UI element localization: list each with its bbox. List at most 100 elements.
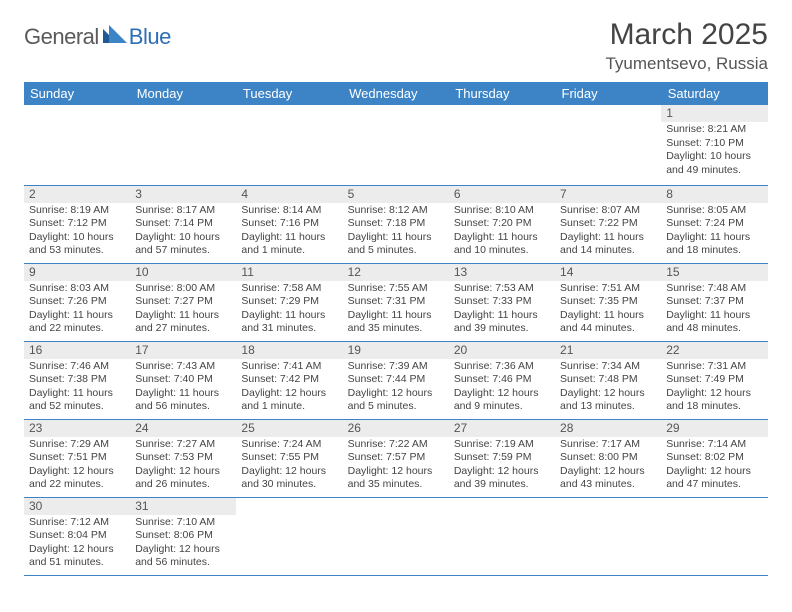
sunset-line: Sunset: 7:46 PM <box>454 373 550 386</box>
weekday-header: Saturday <box>661 82 767 105</box>
daylight-line: Daylight: 10 hours and 49 minutes. <box>666 150 762 177</box>
calendar-cell: . <box>343 497 449 575</box>
sunrise-line: Sunrise: 7:46 AM <box>29 360 125 373</box>
day-number: 21 <box>555 342 661 359</box>
day-number: 30 <box>24 498 130 515</box>
day-number: 18 <box>236 342 342 359</box>
day-number: 8 <box>661 186 767 203</box>
sunrise-line: Sunrise: 7:12 AM <box>29 516 125 529</box>
day-number: 12 <box>343 264 449 281</box>
calendar-cell: 5Sunrise: 8:12 AMSunset: 7:18 PMDaylight… <box>343 185 449 263</box>
day-number: 5 <box>343 186 449 203</box>
calendar-cell: . <box>236 105 342 185</box>
daylight-line: Daylight: 11 hours and 10 minutes. <box>454 231 550 258</box>
daylight-line: Daylight: 12 hours and 13 minutes. <box>560 387 656 414</box>
daylight-line: Daylight: 12 hours and 5 minutes. <box>348 387 444 414</box>
calendar-cell: 17Sunrise: 7:43 AMSunset: 7:40 PMDayligh… <box>130 341 236 419</box>
day-number: 17 <box>130 342 236 359</box>
calendar-cell: 7Sunrise: 8:07 AMSunset: 7:22 PMDaylight… <box>555 185 661 263</box>
sunrise-line: Sunrise: 8:12 AM <box>348 204 444 217</box>
calendar-week: 23Sunrise: 7:29 AMSunset: 7:51 PMDayligh… <box>24 419 768 497</box>
day-number: 26 <box>343 420 449 437</box>
sunrise-line: Sunrise: 7:19 AM <box>454 438 550 451</box>
sunset-line: Sunset: 7:42 PM <box>241 373 337 386</box>
calendar-cell: 24Sunrise: 7:27 AMSunset: 7:53 PMDayligh… <box>130 419 236 497</box>
calendar-cell: . <box>449 497 555 575</box>
sunrise-line: Sunrise: 8:17 AM <box>135 204 231 217</box>
calendar-cell: 18Sunrise: 7:41 AMSunset: 7:42 PMDayligh… <box>236 341 342 419</box>
calendar-cell: . <box>555 105 661 185</box>
sunrise-line: Sunrise: 7:31 AM <box>666 360 762 373</box>
day-number: 3 <box>130 186 236 203</box>
page-title: March 2025 <box>605 18 768 52</box>
sunset-line: Sunset: 7:33 PM <box>454 295 550 308</box>
daylight-line: Daylight: 12 hours and 56 minutes. <box>135 543 231 570</box>
daylight-line: Daylight: 11 hours and 27 minutes. <box>135 309 231 336</box>
sunset-line: Sunset: 7:53 PM <box>135 451 231 464</box>
calendar-cell: 11Sunrise: 7:58 AMSunset: 7:29 PMDayligh… <box>236 263 342 341</box>
day-number: 24 <box>130 420 236 437</box>
sunset-line: Sunset: 7:49 PM <box>666 373 762 386</box>
daylight-line: Daylight: 12 hours and 26 minutes. <box>135 465 231 492</box>
sunset-line: Sunset: 7:29 PM <box>241 295 337 308</box>
header-bar: General Blue March 2025 Tyumentsevo, Rus… <box>24 18 768 74</box>
calendar-cell: 14Sunrise: 7:51 AMSunset: 7:35 PMDayligh… <box>555 263 661 341</box>
sunrise-line: Sunrise: 7:39 AM <box>348 360 444 373</box>
calendar-cell: 21Sunrise: 7:34 AMSunset: 7:48 PMDayligh… <box>555 341 661 419</box>
day-number: 29 <box>661 420 767 437</box>
calendar-cell: 3Sunrise: 8:17 AMSunset: 7:14 PMDaylight… <box>130 185 236 263</box>
daylight-line: Daylight: 12 hours and 1 minute. <box>241 387 337 414</box>
day-number: 25 <box>236 420 342 437</box>
weekday-header: Friday <box>555 82 661 105</box>
daylight-line: Daylight: 11 hours and 31 minutes. <box>241 309 337 336</box>
daylight-line: Daylight: 12 hours and 30 minutes. <box>241 465 337 492</box>
calendar-cell: 6Sunrise: 8:10 AMSunset: 7:20 PMDaylight… <box>449 185 555 263</box>
day-number: 9 <box>24 264 130 281</box>
calendar-body: ......1Sunrise: 8:21 AMSunset: 7:10 PMDa… <box>24 105 768 575</box>
daylight-line: Daylight: 12 hours and 18 minutes. <box>666 387 762 414</box>
sunset-line: Sunset: 7:27 PM <box>135 295 231 308</box>
sunrise-line: Sunrise: 8:10 AM <box>454 204 550 217</box>
calendar-cell: 4Sunrise: 8:14 AMSunset: 7:16 PMDaylight… <box>236 185 342 263</box>
sunset-line: Sunset: 8:04 PM <box>29 529 125 542</box>
sunset-line: Sunset: 7:55 PM <box>241 451 337 464</box>
calendar-cell: 8Sunrise: 8:05 AMSunset: 7:24 PMDaylight… <box>661 185 767 263</box>
sunset-line: Sunset: 7:38 PM <box>29 373 125 386</box>
calendar-cell: 26Sunrise: 7:22 AMSunset: 7:57 PMDayligh… <box>343 419 449 497</box>
weekday-header: Tuesday <box>236 82 342 105</box>
sunset-line: Sunset: 7:37 PM <box>666 295 762 308</box>
sunrise-line: Sunrise: 7:43 AM <box>135 360 231 373</box>
sunset-line: Sunset: 7:31 PM <box>348 295 444 308</box>
sunset-line: Sunset: 7:51 PM <box>29 451 125 464</box>
sunrise-line: Sunrise: 7:36 AM <box>454 360 550 373</box>
daylight-line: Daylight: 10 hours and 57 minutes. <box>135 231 231 258</box>
day-number: 22 <box>661 342 767 359</box>
daylight-line: Daylight: 10 hours and 53 minutes. <box>29 231 125 258</box>
day-number: 4 <box>236 186 342 203</box>
sunset-line: Sunset: 7:24 PM <box>666 217 762 230</box>
calendar-cell: 25Sunrise: 7:24 AMSunset: 7:55 PMDayligh… <box>236 419 342 497</box>
calendar-cell: 10Sunrise: 8:00 AMSunset: 7:27 PMDayligh… <box>130 263 236 341</box>
daylight-line: Daylight: 12 hours and 9 minutes. <box>454 387 550 414</box>
daylight-line: Daylight: 11 hours and 35 minutes. <box>348 309 444 336</box>
sunrise-line: Sunrise: 7:14 AM <box>666 438 762 451</box>
daylight-line: Daylight: 11 hours and 39 minutes. <box>454 309 550 336</box>
calendar-cell: 28Sunrise: 7:17 AMSunset: 8:00 PMDayligh… <box>555 419 661 497</box>
daylight-line: Daylight: 11 hours and 44 minutes. <box>560 309 656 336</box>
day-number: 16 <box>24 342 130 359</box>
daylight-line: Daylight: 11 hours and 52 minutes. <box>29 387 125 414</box>
sunrise-line: Sunrise: 7:51 AM <box>560 282 656 295</box>
daylight-line: Daylight: 11 hours and 22 minutes. <box>29 309 125 336</box>
calendar-cell: 20Sunrise: 7:36 AMSunset: 7:46 PMDayligh… <box>449 341 555 419</box>
day-number: 28 <box>555 420 661 437</box>
sunset-line: Sunset: 7:48 PM <box>560 373 656 386</box>
day-number: 10 <box>130 264 236 281</box>
sunset-line: Sunset: 7:14 PM <box>135 217 231 230</box>
calendar-cell: 13Sunrise: 7:53 AMSunset: 7:33 PMDayligh… <box>449 263 555 341</box>
sunset-line: Sunset: 8:06 PM <box>135 529 231 542</box>
title-block: March 2025 Tyumentsevo, Russia <box>605 18 768 74</box>
logo-text-general: General <box>24 24 99 50</box>
calendar-cell: . <box>555 497 661 575</box>
sunset-line: Sunset: 7:10 PM <box>666 137 762 150</box>
day-number: 20 <box>449 342 555 359</box>
